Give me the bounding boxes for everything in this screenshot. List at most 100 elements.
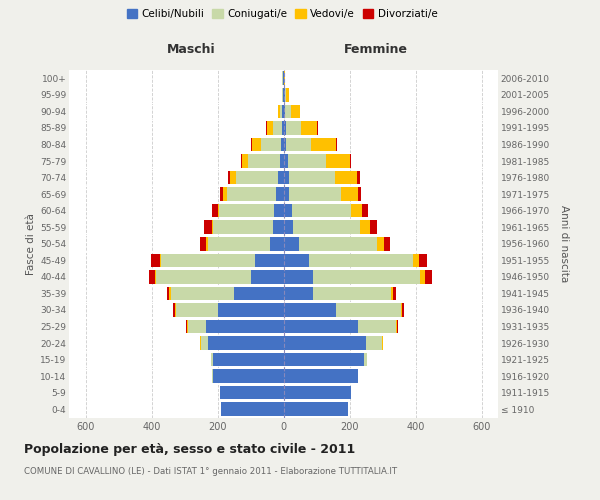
Bar [220,386,284,400]
Bar [421,270,425,283]
Bar [169,286,170,300]
Bar [284,188,289,201]
Bar [362,204,368,218]
Bar [284,353,364,366]
Bar [419,254,427,267]
Bar [221,402,284,416]
Bar [285,88,286,102]
Bar [364,353,367,366]
Bar [274,204,284,218]
Bar [385,237,391,250]
Bar [201,336,208,350]
Bar [284,370,358,383]
Bar [337,303,401,316]
Bar [176,303,218,316]
Text: COMUNE DI CAVALLINO (LE) - Dati ISTAT 1° gennaio 2011 - Elaborazione TUTTITALIA.: COMUNE DI CAVALLINO (LE) - Dati ISTAT 1°… [24,468,397,476]
Bar [186,320,187,334]
Bar [313,270,421,283]
Bar [309,254,413,267]
Bar [289,171,335,184]
Bar [248,154,280,168]
Bar [413,254,419,267]
Bar [187,320,188,334]
Bar [283,88,284,102]
Bar [276,188,284,201]
Bar [204,220,212,234]
Bar [311,138,336,151]
Bar [393,286,397,300]
Bar [251,138,252,151]
Bar [370,220,377,234]
Bar [261,138,281,151]
Y-axis label: Anni di nascita: Anni di nascita [559,205,569,282]
Bar [284,121,286,134]
Bar [157,270,251,283]
Bar [266,121,272,134]
Bar [282,72,283,85]
Bar [161,254,256,267]
Bar [286,121,301,134]
Bar [227,188,276,201]
Bar [284,237,299,250]
Bar [358,320,396,334]
Bar [284,336,366,350]
Bar [284,220,293,234]
Bar [284,286,313,300]
Bar [280,104,282,118]
Bar [236,171,278,184]
Bar [160,254,161,267]
Bar [170,286,234,300]
Bar [218,303,284,316]
Bar [213,220,273,234]
Bar [219,204,274,218]
Bar [212,220,213,234]
Bar [281,138,284,151]
Bar [284,303,337,316]
Bar [206,237,208,250]
Bar [208,336,284,350]
Bar [151,254,160,267]
Bar [284,320,358,334]
Bar [292,204,351,218]
Bar [200,336,201,350]
Bar [256,254,284,267]
Text: Femmine: Femmine [344,43,408,56]
Bar [251,270,284,283]
Bar [284,386,351,400]
Bar [242,154,248,168]
Bar [252,138,261,151]
Bar [286,88,289,102]
Bar [206,320,284,334]
Bar [211,353,212,366]
Bar [223,188,227,201]
Bar [155,270,157,283]
Bar [149,270,155,283]
Bar [301,121,317,134]
Bar [293,220,361,234]
Bar [425,270,433,283]
Bar [341,188,358,201]
Bar [278,104,280,118]
Bar [377,237,385,250]
Bar [357,171,360,184]
Bar [401,303,402,316]
Bar [351,204,362,218]
Bar [284,138,286,151]
Bar [366,336,382,350]
Bar [284,154,288,168]
Bar [358,188,361,201]
Bar [286,104,291,118]
Bar [241,154,242,168]
Bar [282,104,284,118]
Bar [326,154,349,168]
Bar [269,237,284,250]
Bar [220,188,223,201]
Bar [230,171,236,184]
Bar [402,303,404,316]
Bar [284,254,309,267]
Bar [284,270,313,283]
Bar [273,220,284,234]
Bar [299,237,377,250]
Bar [278,171,284,184]
Text: Popolazione per età, sesso e stato civile - 2011: Popolazione per età, sesso e stato civil… [24,442,355,456]
